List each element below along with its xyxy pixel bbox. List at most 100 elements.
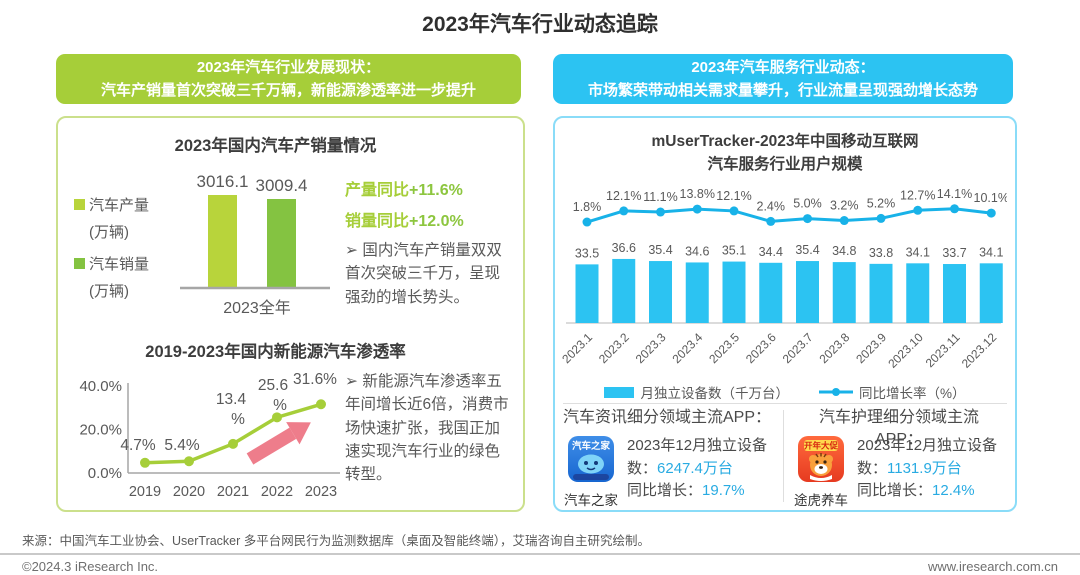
- bar-chart-x-label: 2023全年: [223, 300, 291, 317]
- svg-text:35.4: 35.4: [795, 243, 819, 257]
- bar-chart-legend: 汽车产量 (万辆) 汽车销量 (万辆): [74, 194, 149, 312]
- devices-legend-label: 月独立设备数（千万台）: [640, 386, 789, 401]
- svg-text:25.6: 25.6: [258, 377, 288, 394]
- svg-text:2023.9: 2023.9: [853, 330, 889, 366]
- svg-text:2.4%: 2.4%: [757, 199, 786, 213]
- copyright-text: ©2024.3 iResearch Inc.: [22, 559, 159, 574]
- svg-text:40.0%: 40.0%: [79, 378, 122, 395]
- svg-text:2023.10: 2023.10: [885, 330, 926, 371]
- svg-text:2023.2: 2023.2: [596, 330, 632, 366]
- tuhu-caption: 途虎养车: [794, 493, 848, 508]
- growth-legend-label: 同比增长率（%）: [858, 386, 966, 401]
- sales-yoy: 销量同比+12.0%: [345, 207, 511, 231]
- note2-text: 新能源汽车渗透率五年间增长近6倍，消费市场快速扩张，我国正加速实现汽车行业的绿色…: [345, 373, 509, 483]
- svg-text:33.8: 33.8: [869, 246, 893, 260]
- auto-care-app-body: 开年大促 途虎养车 2023年12月独立设备数：1131.9万台 同比增长：12…: [793, 435, 1005, 509]
- auto-care-app-stats: 2023年12月独立设备数：1131.9万台 同比增长：12.4%: [857, 435, 1005, 509]
- auto-service-panel: mUserTracker-2023年中国移动互联网 汽车服务行业用户规模 33.…: [553, 116, 1017, 512]
- page-title: 2023年汽车行业动态追踪: [422, 13, 658, 36]
- vertical-divider: [783, 410, 784, 502]
- tuhu-app-icon: 开年大促: [798, 436, 844, 482]
- auto-info-growth-line: 同比增长：19.7%: [627, 480, 777, 503]
- svg-text:34.1: 34.1: [979, 245, 1003, 259]
- svg-text:2021: 2021: [217, 484, 249, 500]
- penetration-line-chart: 0.0% 20.0% 40.0% 4.7% 5.4% 13.4% 25.6% 31.6% 201…: [79, 371, 340, 500]
- sales-legend-swatch: [74, 258, 85, 269]
- autohome-caption: 汽车之家: [564, 493, 618, 508]
- growth-prefix: 同比增长：: [627, 482, 703, 499]
- combo-chart-legend: 月独立设备数（千万台） 同比增长率（%）: [555, 382, 1015, 402]
- legend-item-devices: 月独立设备数（千万台）: [604, 382, 789, 402]
- left-section-header: 2023年汽车行业发展现状： 汽车产销量首次突破三千万辆，新能源渗透率进一步提升: [56, 54, 521, 104]
- svg-text:12.1%: 12.1%: [716, 189, 751, 203]
- svg-text:11.1%: 11.1%: [643, 190, 678, 204]
- auto-care-devices-line: 2023年12月独立设备数：1131.9万台: [857, 435, 1005, 480]
- production-yoy-label: 产量同比: [345, 182, 410, 199]
- sales-legend-unit: (万辆): [89, 283, 129, 300]
- svg-text:%: %: [231, 411, 245, 428]
- svg-text:10.1%: 10.1%: [974, 191, 1007, 205]
- sales-yoy-value: +12.0%: [409, 213, 464, 230]
- svg-text:2023.4: 2023.4: [670, 330, 706, 366]
- svg-text:12.1%: 12.1%: [606, 189, 641, 203]
- devices-prefix: 2023年12月独立设备数：: [857, 437, 998, 477]
- devices-value: 1131.9万台: [887, 459, 962, 477]
- penetration-annotation: ➢ 新能源汽车渗透率五年间增长近6倍，消费市场快速扩张，我国正加速实现汽车行业的…: [345, 370, 511, 486]
- footer-divider: [0, 553, 1080, 555]
- autohome-app-icon: 汽车之家: [568, 436, 614, 482]
- svg-text:33.7: 33.7: [942, 246, 966, 260]
- production-legend-unit: (万辆): [89, 224, 129, 241]
- website-text: www.iresearch.com.cn: [927, 559, 1058, 574]
- legend-item-sales: 汽车销量: [74, 253, 149, 274]
- svg-text:3016.1: 3016.1: [197, 172, 249, 191]
- svg-text:12.7%: 12.7%: [900, 188, 935, 202]
- bullet-icon: ➢: [345, 373, 358, 390]
- tuhu-icon-column: 开年大促 途虎养车: [793, 435, 849, 509]
- autohome-icon-column: 汽车之家 汽车之家: [563, 435, 619, 509]
- user-scale-combo-chart: 33.5 36.6 35.4 34.6 35.1 34.4 35.4 34.8 33.8 34.1…: [560, 187, 1007, 371]
- auto-industry-panel: 2023年国内汽车产销量情况 汽车产量 (万辆) 汽车销量 (万辆) 3016.…: [56, 116, 525, 512]
- auto-care-growth-line: 同比增长：12.4%: [857, 480, 1005, 503]
- svg-text:2023.3: 2023.3: [633, 330, 669, 366]
- user-scale-title-line2: 汽车服务行业用户规模: [707, 156, 863, 174]
- svg-text:3009.4: 3009.4: [256, 176, 308, 195]
- legend-item-production: 汽车产量: [74, 194, 149, 215]
- production-sales-chart-title: 2023年国内汽车产销量情况: [174, 137, 377, 155]
- production-sales-annotation: 产量同比+11.6% 销量同比+12.0% ➢ 国内汽车产销量双双首次突破三千万…: [345, 176, 511, 309]
- svg-text:34.1: 34.1: [906, 245, 930, 259]
- line-legend-icon: [818, 388, 853, 396]
- production-yoy-value: +11.6%: [409, 182, 463, 199]
- bullet-icon: ➢: [345, 242, 358, 259]
- svg-text:13.4: 13.4: [216, 391, 247, 408]
- svg-text:%: %: [273, 397, 287, 414]
- svg-text:2023.1: 2023.1: [560, 330, 595, 366]
- svg-text:2023.11: 2023.11: [923, 330, 963, 370]
- production-legend-label: 汽车产量: [89, 197, 150, 214]
- left-header-line1: 2023年汽车行业发展现状：: [196, 58, 381, 76]
- sales-legend-label: 汽车销量: [89, 256, 150, 273]
- auto-care-app-card: 汽车护理细分领域主流APP： 开年大促: [793, 407, 1005, 509]
- user-scale-title-line1: mUserTracker-2023年中国移动互联网: [651, 133, 919, 150]
- horizontal-divider: [563, 403, 1007, 404]
- svg-text:2020: 2020: [173, 484, 205, 500]
- svg-text:13.8%: 13.8%: [680, 187, 715, 201]
- svg-text:5.4%: 5.4%: [164, 437, 200, 454]
- right-header-line1: 2023年汽车服务行业动态：: [691, 58, 875, 76]
- svg-text:5.0%: 5.0%: [793, 197, 822, 211]
- penetration-note: ➢ 新能源汽车渗透率五年间增长近6倍，消费市场快速扩张，我国正加速实现汽车行业的…: [345, 370, 511, 486]
- svg-text:汽车之家: 汽车之家: [572, 440, 611, 452]
- svg-text:2023.5: 2023.5: [706, 330, 742, 366]
- svg-text:5.2%: 5.2%: [867, 196, 896, 210]
- auto-info-app-card: 汽车资讯细分领域主流APP： 汽车之家: [563, 407, 777, 509]
- svg-text:34.4: 34.4: [759, 245, 783, 259]
- svg-text:36.6: 36.6: [612, 241, 636, 255]
- user-scale-chart-title: mUserTracker-2023年中国移动互联网 汽车服务行业用户规模: [555, 130, 1015, 177]
- svg-text:34.6: 34.6: [685, 244, 709, 258]
- devices-value: 6247.4万台: [657, 459, 733, 477]
- svg-text:2023: 2023: [305, 484, 337, 500]
- auto-info-category-title: 汽车资讯细分领域主流APP：: [563, 409, 772, 426]
- auto-info-app-body: 汽车之家 汽车之家 2023年12月独立设备数：6247.4万台 同比增长：19…: [563, 435, 777, 509]
- auto-info-app-stats: 2023年12月独立设备数：6247.4万台 同比增长：19.7%: [627, 435, 777, 509]
- svg-text:4.7%: 4.7%: [120, 437, 156, 454]
